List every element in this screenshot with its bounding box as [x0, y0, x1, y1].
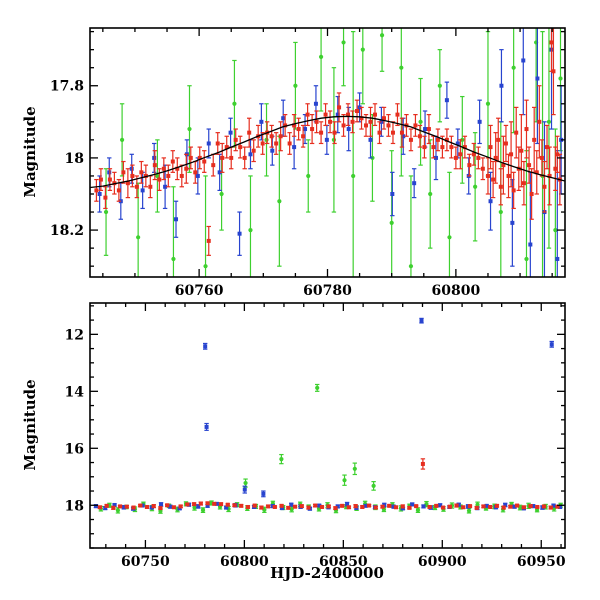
panel-bottom-frame [89, 302, 566, 549]
panel-top-ytick-label: 17.8 [50, 79, 84, 95]
panel-top-ytick-label: 18.2 [50, 223, 84, 239]
panel-bottom-ytick-label: 16 [65, 441, 84, 457]
panel-top-xtick-label: 60760 [175, 283, 224, 299]
panel-top-ytick-label: 18 [65, 151, 84, 167]
panel-top-xtick-label: 60800 [432, 283, 481, 299]
panel-bottom-xtick-label: 60800 [220, 554, 269, 570]
panel-top-frame [89, 27, 566, 278]
panel-bottom-xtick-label: 60950 [517, 554, 566, 570]
panel-bottom-xtick-label: 60900 [418, 554, 467, 570]
panel-bottom-ytick-label: 12 [65, 327, 84, 343]
panel-bottom-xtick-label: 60850 [319, 554, 368, 570]
panel-bottom-data [93, 317, 563, 514]
panel-top-data [90, 28, 565, 277]
x-axis-label: HJD-2400000 [270, 564, 384, 582]
panel-bottom-xtick-label: 60750 [121, 554, 170, 570]
panel-top-xtick-label: 60780 [303, 283, 352, 299]
panel-bottom-ytick-label: 14 [65, 384, 85, 400]
top-panel-y-axis-label: Magnitude [21, 106, 39, 198]
model-curve [90, 115, 565, 189]
panel-bottom-ytick-label: 18 [65, 498, 84, 514]
bottom-panel-y-axis-label: Magnitude [21, 379, 39, 471]
